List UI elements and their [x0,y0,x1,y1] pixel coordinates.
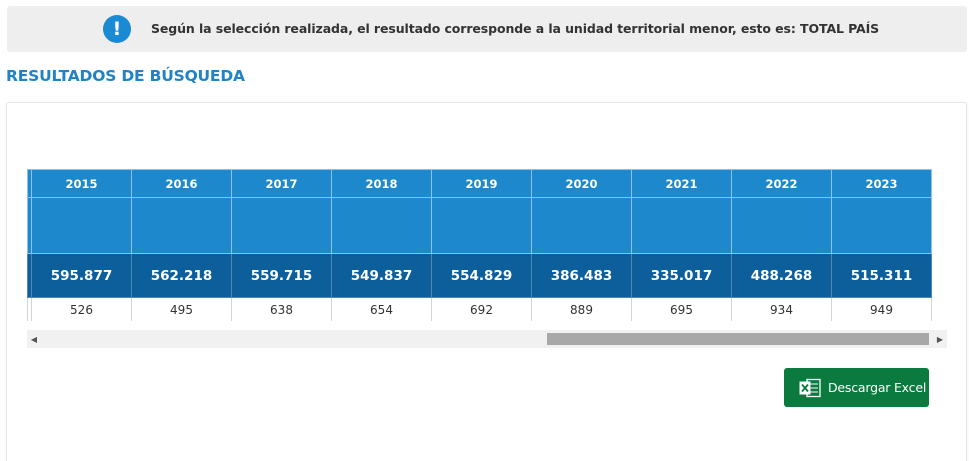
year-header: 2019 [431,169,532,198]
year-header: 2021 [631,169,732,198]
header-spacer-row [27,197,932,254]
totals-row: 595.877 562.218 559.715 549.837 554.829 … [27,253,932,298]
year-header: 2015 [31,169,132,198]
count-cell: 692 [431,297,532,321]
total-cell: 595.877 [31,253,132,298]
scroll-left-icon[interactable]: ◀ [30,334,38,344]
total-cell: 549.837 [331,253,432,298]
total-cell: 386.483 [531,253,632,298]
year-header: 2017 [231,169,332,198]
results-table-scroll[interactable]: 2015 2016 2017 2018 2019 2020 2021 2022 … [27,169,932,321]
count-cell: 654 [331,297,432,321]
horizontal-scrollbar[interactable]: ◀ ▶ [27,330,947,348]
total-cell: 515.311 [831,253,932,298]
total-cell: 335.017 [631,253,732,298]
year-header-row: 2015 2016 2017 2018 2019 2020 2021 2022 … [27,169,932,198]
count-cell: 949 [831,297,932,321]
table-row: 526 495 638 654 692 889 695 934 949 [27,297,932,321]
year-header: 2016 [131,169,232,198]
year-header: 2023 [831,169,932,198]
exclamation-icon: ! [103,15,131,43]
year-header: 2018 [331,169,432,198]
section-title: RESULTADOS DE BÚSQUEDA [6,67,245,85]
count-cell: 695 [631,297,732,321]
total-cell: 554.829 [431,253,532,298]
total-cell: 488.268 [731,253,832,298]
scroll-right-icon[interactable]: ▶ [936,334,944,344]
count-cell: 526 [31,297,132,321]
count-cell: 934 [731,297,832,321]
scrollbar-thumb[interactable] [547,333,929,345]
total-cell: 562.218 [131,253,232,298]
info-notice: ! Según la selección realizada, el resul… [7,6,967,52]
notice-text: Según la selección realizada, el resulta… [151,21,880,36]
download-excel-button[interactable]: Descargar Excel [784,368,929,407]
count-cell: 638 [231,297,332,321]
count-cell: 495 [131,297,232,321]
total-cell: 559.715 [231,253,332,298]
count-cell: 889 [531,297,632,321]
year-header: 2020 [531,169,632,198]
results-table: 2015 2016 2017 2018 2019 2020 2021 2022 … [27,169,932,321]
download-excel-label: Descargar Excel [828,380,927,395]
excel-icon [799,378,821,398]
year-header: 2022 [731,169,832,198]
